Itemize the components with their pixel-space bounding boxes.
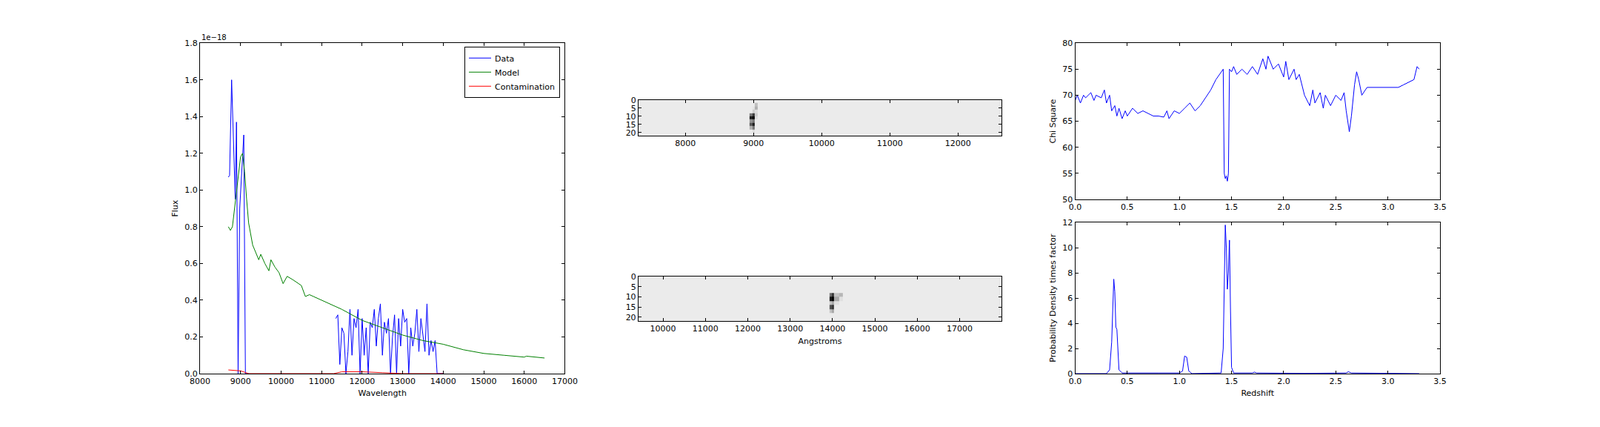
svg-text:3.5: 3.5 <box>1433 376 1447 386</box>
svg-text:2.0: 2.0 <box>1277 376 1291 386</box>
svg-text:1.2: 1.2 <box>184 148 198 159</box>
svg-text:3.0: 3.0 <box>1381 202 1395 212</box>
svg-text:0: 0 <box>631 95 637 106</box>
svg-text:0.5: 0.5 <box>1120 376 1135 386</box>
svg-text:12000: 12000 <box>945 138 972 149</box>
svg-text:8: 8 <box>1067 268 1073 278</box>
svg-text:14000: 14000 <box>430 376 457 386</box>
svg-text:1.5: 1.5 <box>1225 202 1239 212</box>
svg-text:11000: 11000 <box>308 376 335 386</box>
svg-text:0.6: 0.6 <box>184 258 198 269</box>
svg-text:12000: 12000 <box>734 323 761 334</box>
svg-text:0.0: 0.0 <box>1068 202 1083 212</box>
svg-text:2.0: 2.0 <box>1277 202 1291 212</box>
svg-text:4: 4 <box>1067 318 1073 329</box>
svg-text:15: 15 <box>625 302 637 312</box>
svg-text:60: 60 <box>1062 142 1073 153</box>
svg-text:12000: 12000 <box>348 376 375 386</box>
svg-text:0.2: 0.2 <box>184 331 198 342</box>
svg-text:55: 55 <box>1062 168 1073 179</box>
svg-text:11000: 11000 <box>877 138 903 149</box>
svg-text:20: 20 <box>625 312 637 323</box>
svg-text:5: 5 <box>631 103 637 114</box>
svg-text:Model: Model <box>494 68 520 78</box>
svg-text:5: 5 <box>631 282 637 292</box>
svg-text:9000: 9000 <box>230 376 252 386</box>
svg-text:10000: 10000 <box>268 376 295 386</box>
svg-text:8000: 8000 <box>189 376 211 386</box>
svg-text:Data: Data <box>494 54 515 64</box>
svg-text:Wavelength: Wavelength <box>358 388 407 398</box>
svg-text:1.0: 1.0 <box>184 185 198 195</box>
svg-text:1e−18: 1e−18 <box>201 33 227 42</box>
svg-text:Angstroms: Angstroms <box>798 336 843 346</box>
svg-text:1.0: 1.0 <box>1172 202 1186 212</box>
svg-text:1.0: 1.0 <box>1172 376 1186 386</box>
svg-text:11000: 11000 <box>692 323 719 334</box>
svg-text:13000: 13000 <box>777 323 803 334</box>
svg-text:1.6: 1.6 <box>184 75 198 86</box>
svg-text:1.4: 1.4 <box>184 111 198 122</box>
svg-text:Redshift: Redshift <box>1240 388 1275 398</box>
svg-text:0.4: 0.4 <box>184 295 198 306</box>
svg-text:17000: 17000 <box>946 323 973 334</box>
svg-text:10: 10 <box>1062 242 1073 253</box>
svg-text:70: 70 <box>1062 90 1073 100</box>
svg-text:0: 0 <box>631 271 637 282</box>
svg-text:10000: 10000 <box>808 138 835 149</box>
svg-text:75: 75 <box>1062 64 1073 75</box>
svg-text:2.5: 2.5 <box>1329 376 1343 386</box>
svg-text:10000: 10000 <box>650 323 677 334</box>
svg-text:14000: 14000 <box>819 323 846 334</box>
svg-text:1.8: 1.8 <box>184 38 198 49</box>
svg-text:20: 20 <box>625 128 637 138</box>
svg-text:0.8: 0.8 <box>184 222 198 232</box>
svg-text:10: 10 <box>625 111 637 122</box>
svg-text:Chi Square: Chi Square <box>1048 98 1058 143</box>
svg-text:15000: 15000 <box>862 323 889 334</box>
svg-text:6: 6 <box>1067 293 1073 303</box>
svg-text:2: 2 <box>1067 343 1073 354</box>
svg-text:50: 50 <box>1062 194 1073 205</box>
svg-text:Contamination: Contamination <box>494 82 555 92</box>
svg-text:3.0: 3.0 <box>1381 376 1395 386</box>
svg-text:10: 10 <box>625 291 637 302</box>
svg-text:3.5: 3.5 <box>1433 202 1447 212</box>
svg-text:12: 12 <box>1062 217 1073 228</box>
svg-text:Flux: Flux <box>170 199 180 217</box>
svg-text:80: 80 <box>1062 38 1073 49</box>
svg-text:0.5: 0.5 <box>1120 202 1135 212</box>
svg-text:65: 65 <box>1062 116 1073 126</box>
svg-text:15000: 15000 <box>471 376 498 386</box>
svg-text:0.0: 0.0 <box>184 368 198 379</box>
svg-text:0: 0 <box>1067 368 1073 379</box>
svg-text:13000: 13000 <box>389 376 416 386</box>
svg-text:8000: 8000 <box>674 138 696 149</box>
svg-text:Probability Density times fact: Probability Density times factor <box>1048 233 1058 363</box>
svg-text:0.0: 0.0 <box>1068 376 1083 386</box>
svg-text:17000: 17000 <box>551 376 578 386</box>
svg-text:2.5: 2.5 <box>1329 202 1343 212</box>
svg-text:1.5: 1.5 <box>1225 376 1239 386</box>
svg-text:9000: 9000 <box>742 138 764 149</box>
svg-text:15: 15 <box>625 120 637 130</box>
svg-text:16000: 16000 <box>511 376 538 386</box>
svg-text:16000: 16000 <box>904 323 931 334</box>
